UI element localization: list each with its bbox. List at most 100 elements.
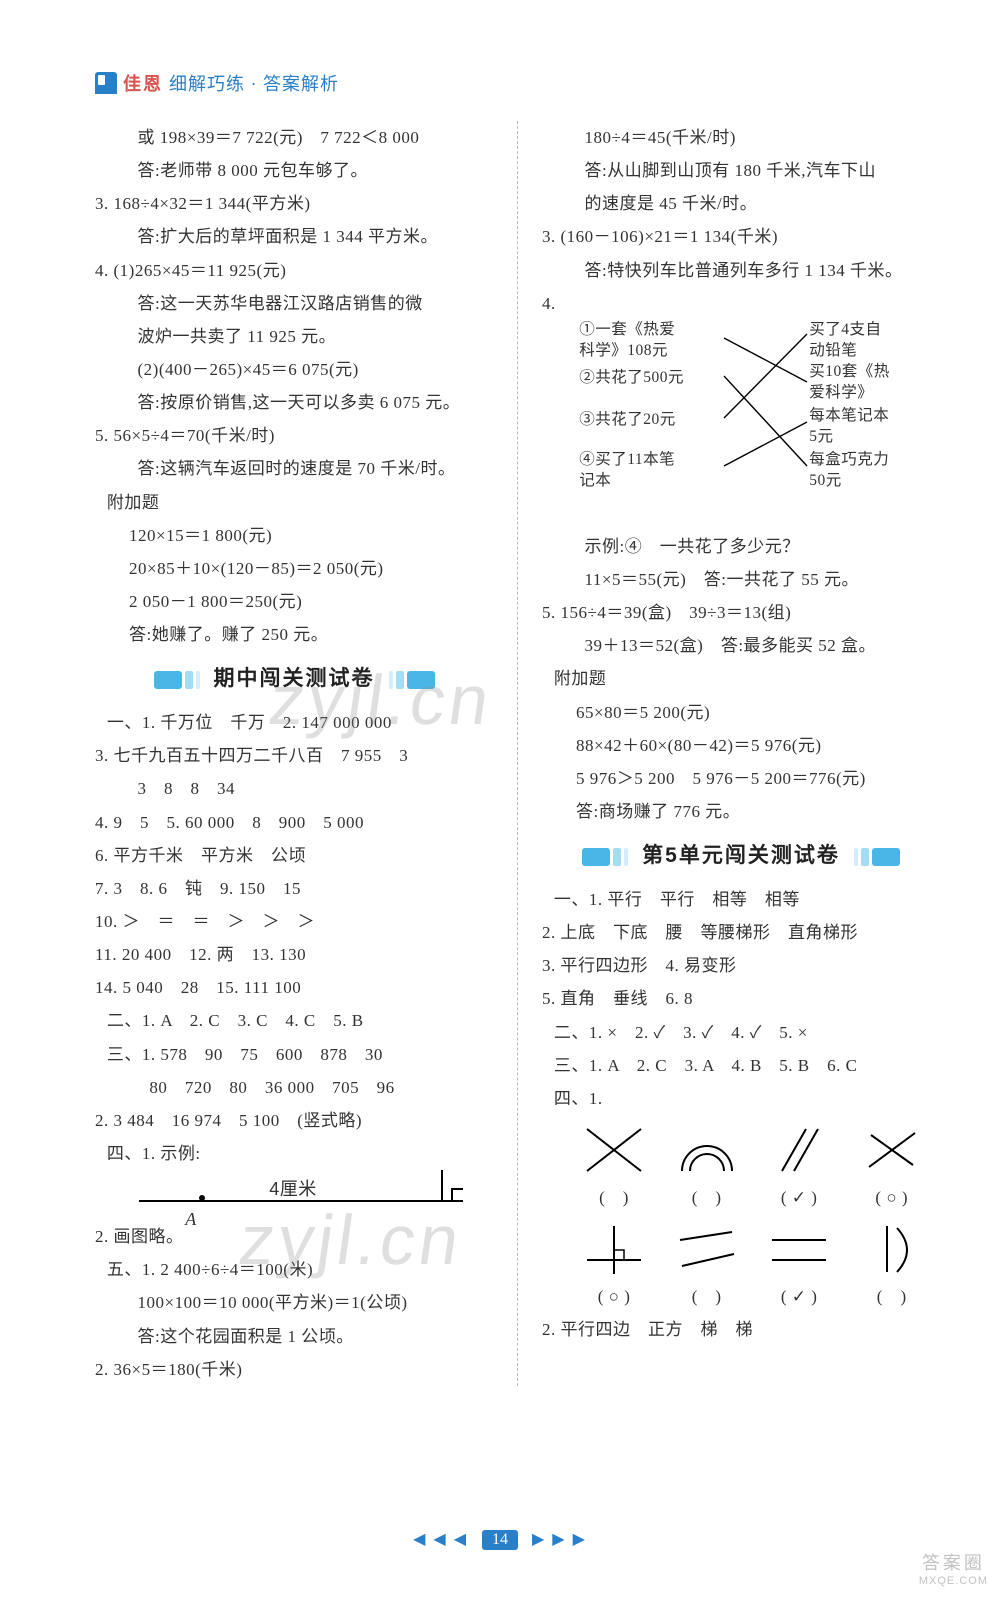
text-line: 88×42＋60×(80－42)＝5 976(元) (542, 729, 940, 762)
text-line: 三、1. 578 90 75 600 878 30 (95, 1038, 493, 1071)
pager-right-arrows: ▶ ▶ ▶ (532, 1531, 587, 1548)
match-left-item: ①一套《热爱科学》108元 (579, 320, 729, 362)
match-right-item: 每盒巧克力50元 (809, 450, 959, 492)
shape-label: ( ) (599, 1181, 629, 1214)
text-line: 5. 直角 垂线 6. 8 (542, 982, 940, 1015)
extra-title: 附加题 (95, 486, 493, 519)
pager-left-arrows: ◀ ◀ ◀ (413, 1531, 468, 1548)
text-line: 2. 上底 下底 腰 等腰梯形 直角梯形 (542, 916, 940, 949)
text-line: 答:这个花园面积是 1 公顷。 (95, 1320, 493, 1353)
shape-label: ( ✓ ) (781, 1181, 818, 1214)
shape-cell: ( ) (665, 1220, 748, 1313)
text-line: 答:扩大后的草坪面积是 1 344 平方米。 (95, 220, 493, 253)
text-line: 一、1. 千万位 千万 2. 147 000 000 (95, 706, 493, 739)
text-line: 二、1. × 2. ✓ 3. ✓ 4. ✓ 5. × (542, 1016, 940, 1049)
shape-label: ( ) (692, 1181, 722, 1214)
text-line: 示例:④ 一共花了多少元？ (542, 530, 940, 563)
ruler-point-label: A (185, 1202, 197, 1237)
shape-arcs-icon (672, 1121, 742, 1179)
text-line: 11. 20 400 12. 两 13. 130 (95, 938, 493, 971)
shape-cross-x-icon (857, 1121, 927, 1179)
text-line: 四、1. 示例: (95, 1137, 493, 1170)
shape-label: ( ○ ) (875, 1181, 908, 1214)
text-line: 答:这一天苏华电器江汉路店销售的微 (95, 287, 493, 320)
text-line: 答:商场赚了 776 元。 (542, 795, 940, 828)
match-right-item: 买10套《热爱科学》 (809, 362, 959, 404)
text-line: 的速度是 45 千米/时。 (542, 187, 940, 220)
text-line: 四、1. (542, 1082, 940, 1115)
page-number: 14 (482, 1530, 518, 1550)
ruler-diagram: A 4厘米 (139, 1174, 493, 1220)
shape-label: ( ) (692, 1280, 722, 1313)
text-line: 4. (542, 287, 940, 320)
section-head-unit5: 第5单元闯关测试卷 (542, 836, 940, 877)
match-right-item: 买了4支自动铅笔 (809, 320, 959, 362)
page-footer: ◀ ◀ ◀ 14 ▶ ▶ ▶ (0, 1529, 1000, 1550)
text-line: 五、1. 2 400÷6÷4＝100(米) (95, 1253, 493, 1286)
text-line: 2. 3 484 16 974 5 100 (竖式略) (95, 1104, 493, 1137)
text-line: 答:她赚了。赚了 250 元。 (95, 618, 493, 651)
text-line: 二、1. A 2. C 3. C 4. C 5. B (95, 1004, 493, 1037)
badge-cn: 答案圈 (922, 1553, 985, 1573)
text-line: 39＋13＝52(盒) 答:最多能买 52 盒。 (542, 629, 940, 662)
text-line: 2. 平行四边 正方 梯 梯 (542, 1313, 940, 1346)
text-line: 三、1. A 2. C 3. A 4. B 5. B 6. C (542, 1049, 940, 1082)
shape-row-1: ( ) ( ) ( ✓ ) ( ○ ) (542, 1121, 940, 1214)
match-left-item: ②共花了500元 (579, 368, 729, 389)
text-line: 或 198×39＝7 722(元) 7 722＜8 000 (95, 121, 493, 154)
shape-cell: ( ✓ ) (758, 1121, 841, 1214)
text-line: 波炉一共卖了 11 925 元。 (95, 320, 493, 353)
ruler-length-label: 4厘米 (269, 1172, 317, 1207)
text-line: 3 8 8 34 (95, 772, 493, 805)
text-line: 2. 画图略。 (95, 1220, 493, 1253)
shape-parallel-h-icon (764, 1220, 834, 1278)
header-title: 细解巧练 · 答案解析 (169, 70, 339, 96)
text-line: 14. 5 040 28 15. 111 100 (95, 971, 493, 1004)
section-head-midterm: 期中闯关测试卷 (95, 659, 493, 700)
shape-parallel-slash-icon (764, 1121, 834, 1179)
content-columns: 或 198×39＝7 722(元) 7 722＜8 000 答:老师带 8 00… (95, 121, 940, 1386)
text-line: 5 976＞5 200 5 976－5 200＝776(元) (542, 762, 940, 795)
shape-curve-line-icon (857, 1220, 927, 1278)
text-line: 2. 36×5＝180(千米) (95, 1353, 493, 1386)
shape-row-2: ( ○ ) ( ) ( ✓ ) ( ) (542, 1220, 940, 1313)
text-line: 100×100＝10 000(平方米)＝1(公顷) (95, 1286, 493, 1319)
text-line: (2)(400－265)×45＝6 075(元) (95, 353, 493, 386)
text-line: 5. 56×5÷4＝70(千米/时) (95, 419, 493, 452)
text-line: 5. 156÷4＝39(盒) 39÷3＝13(组) (542, 596, 940, 629)
section-title: 期中闯关测试卷 (214, 659, 375, 700)
text-line: 3. 七千九百五十四万二千八百 7 955 3 (95, 739, 493, 772)
extra-title: 附加题 (542, 662, 940, 695)
text-line: 11×5＝55(元) 答:一共花了 55 元。 (542, 563, 940, 596)
text-line: 答:按原价销售,这一天可以多卖 6 075 元。 (95, 386, 493, 419)
shape-label: ( ✓ ) (781, 1280, 818, 1313)
left-column: 或 198×39＝7 722(元) 7 722＜8 000 答:老师带 8 00… (95, 121, 493, 1386)
shape-x-icon (579, 1121, 649, 1179)
shape-skew-icon (672, 1220, 742, 1278)
shape-cell: ( ) (573, 1121, 656, 1214)
text-line: 4. (1)265×45＝11 925(元) (95, 254, 493, 287)
shape-cell: ( ✓ ) (758, 1220, 841, 1313)
match-right-item: 每本笔记本5元 (809, 406, 959, 448)
shape-label: ( ) (877, 1280, 907, 1313)
text-line: 一、1. 平行 平行 相等 相等 (542, 883, 940, 916)
text-line: 3. 平行四边形 4. 易变形 (542, 949, 940, 982)
page-header: 佳恩 细解巧练 · 答案解析 (95, 70, 940, 96)
text-line: 20×85＋10×(120－85)＝2 050(元) (95, 552, 493, 585)
text-line: 7. 3 8. 6 钝 9. 150 15 (95, 872, 493, 905)
text-line: 4. 9 5 5. 60 000 8 900 5 000 (95, 806, 493, 839)
match-left-item: ③共花了20元 (579, 410, 729, 431)
text-line: 答:这辆汽车返回时的速度是 70 千米/时。 (95, 452, 493, 485)
shape-cell: ( ) (665, 1121, 748, 1214)
text-line: 180÷4＝45(千米/时) (542, 121, 940, 154)
badge-en: MXQE.COM (919, 1575, 988, 1588)
text-line: 3. (160－106)×21＝1 134(千米) (542, 220, 940, 253)
match-left-item: ④买了11本笔记本 (579, 450, 729, 492)
text-line: 3. 168÷4×32＝1 344(平方米) (95, 187, 493, 220)
text-line: 2 050－1 800＝250(元) (95, 585, 493, 618)
section-title: 第5单元闯关测试卷 (642, 836, 840, 877)
corner-badge: 答案圈 MXQE.COM (919, 1553, 988, 1588)
shape-label: ( ○ ) (598, 1280, 631, 1313)
text-line: 10. ＞ ＝ ＝ ＞ ＞ ＞ (95, 905, 493, 938)
logo-icon (95, 72, 117, 94)
